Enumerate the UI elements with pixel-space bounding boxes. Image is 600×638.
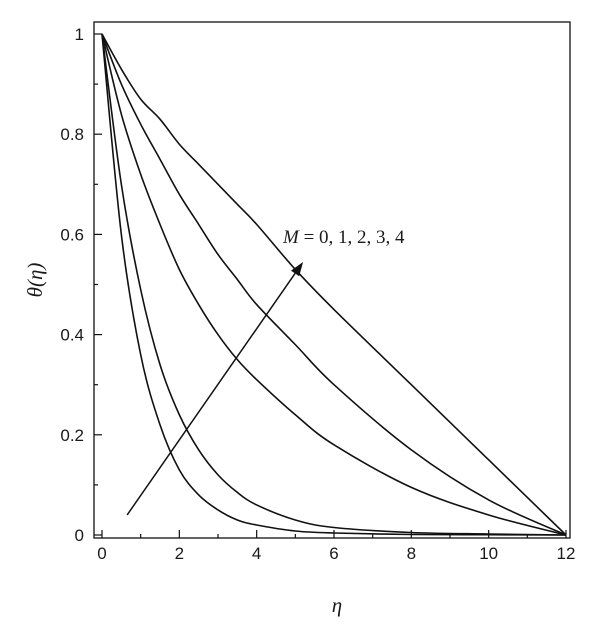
curve-3 [101,33,567,536]
annotation-label: M = 0, 1, 2, 3, 4 [282,227,405,248]
x-tick-label: 12 [557,544,576,563]
curve-4 [101,33,567,536]
y-tick-label: 0.8 [60,125,84,144]
y-tick-label: 1 [75,25,84,44]
plot-frame [93,21,571,539]
curve-1 [101,33,567,536]
y-tick-label: 0.4 [60,326,84,345]
x-tick-label: 8 [407,544,416,563]
x-tick-label: 0 [97,544,106,563]
x-tick-label: 10 [479,544,498,563]
y-axis-label: θ(η) [23,263,47,298]
annotation-values: 0, 1, 2, 3, 4 [319,227,405,248]
x-tick-label: 4 [252,544,261,563]
arrow-annotation [126,261,304,516]
curve-2 [101,33,567,536]
curves [101,33,567,536]
x-axis-label: η [332,593,342,617]
curve-0 [101,33,567,536]
x-tick-label: 6 [329,544,338,563]
annotation-symbol: M [282,227,300,248]
annotation-arrow-line [126,273,296,516]
annotation-equals: = [299,227,319,248]
y-tick-label: 0 [75,526,84,545]
annotation-arrow-head [290,261,304,277]
y-tick-label: 0.2 [60,426,84,445]
x-tick-label: 2 [175,544,184,563]
y-tick-label: 0.6 [60,225,84,244]
